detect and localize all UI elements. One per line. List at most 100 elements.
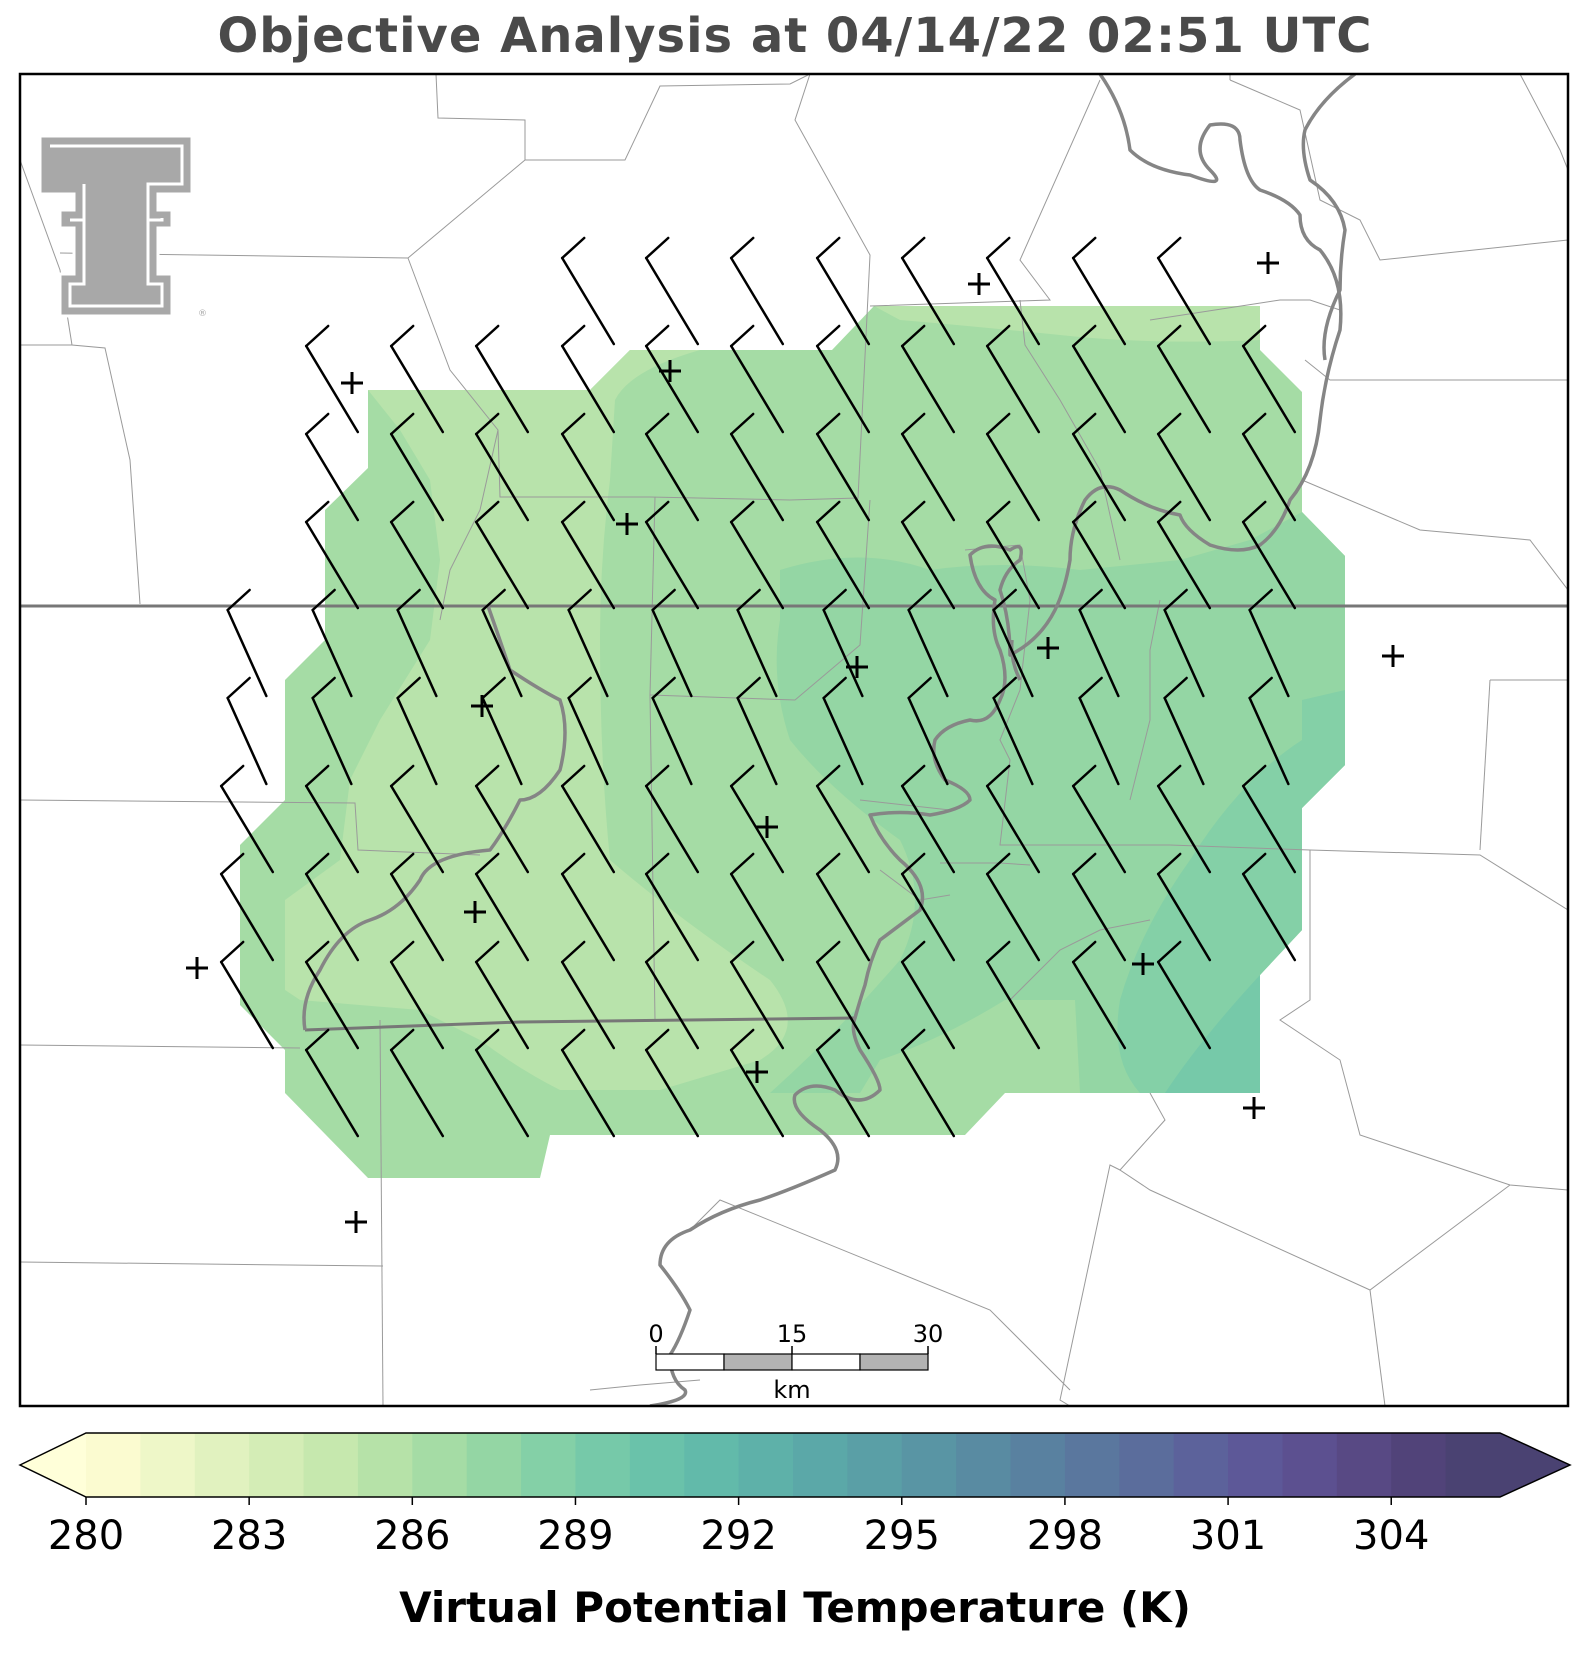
- county-line: [869, 79, 1101, 307]
- wind-barb-feather: [1078, 676, 1103, 700]
- wind-barb-shaft: [311, 608, 353, 698]
- wind-barb-feather: [985, 852, 1011, 876]
- wind-barb-shaft: [1241, 344, 1297, 434]
- wind-barb-shaft: [644, 872, 700, 962]
- colorbar-segment: [629, 1433, 685, 1497]
- wind-barb-shaft: [736, 696, 778, 786]
- wind-barb-shaft: [822, 608, 864, 698]
- wind-barb-feather: [481, 676, 506, 700]
- wind-barb-feather: [1071, 940, 1097, 964]
- wind-barb-feather: [985, 940, 1011, 964]
- wind-barb-shaft: [396, 608, 438, 698]
- scale-bar: 0 15 30 km: [648, 1320, 943, 1404]
- county-line: [20, 799, 481, 856]
- wind-barb-feather: [1248, 588, 1273, 612]
- colorbar-segment: [1336, 1433, 1392, 1497]
- county-line: [1479, 679, 1491, 851]
- wind-barb-feather: [815, 852, 841, 876]
- station-marker: [1037, 637, 1059, 659]
- wind-barb-shaft: [1071, 520, 1127, 610]
- station-marker: [746, 1061, 768, 1083]
- wind-barb-shaft: [985, 960, 1041, 1050]
- wind-barb-shaft: [304, 784, 360, 874]
- wind-barb-feather: [389, 324, 415, 348]
- wind-barb-shaft: [560, 520, 616, 610]
- wind-barb-shaft: [560, 432, 616, 522]
- station-marker: [1132, 953, 1154, 975]
- wind-barb-shaft: [389, 344, 445, 434]
- wind-barb-shaft: [729, 344, 785, 434]
- wind-barb-shaft: [474, 1048, 530, 1138]
- logo-double-t: [38, 134, 194, 318]
- wind-barb-shaft: [481, 608, 523, 698]
- colorbar-label: Virtual Potential Temperature (K): [399, 1583, 1191, 1632]
- colorbar-tick-label: 289: [537, 1513, 613, 1559]
- wind-barb-shaft: [1156, 872, 1212, 962]
- wind-barb-shaft: [644, 784, 700, 874]
- wind-barb-shaft: [644, 256, 700, 346]
- wind-barb-feather: [644, 324, 670, 348]
- wind-barb-feather: [474, 324, 500, 348]
- wind-barb-feather: [560, 500, 586, 524]
- wind-barb-shaft: [1156, 344, 1212, 434]
- wind-barb-shaft: [304, 344, 360, 434]
- wind-barb-shaft: [900, 344, 956, 434]
- scale-segment: [791, 1353, 861, 1371]
- wind-barb-shaft: [304, 432, 360, 522]
- station-marker: [616, 513, 638, 535]
- wind-barb-feather: [644, 852, 670, 876]
- wind-barb-shaft: [651, 696, 693, 786]
- wind-barb-shaft: [900, 432, 956, 522]
- wind-barb-shaft: [985, 432, 1041, 522]
- wind-barb-shaft: [396, 696, 438, 786]
- wind-barb-shaft: [644, 344, 700, 434]
- wind-barb-feather: [304, 1028, 330, 1052]
- wind-barb-feather: [389, 500, 415, 524]
- wind-barb-shaft: [651, 608, 693, 698]
- wind-barb-shaft: [729, 256, 785, 346]
- wind-barb-shaft: [815, 256, 871, 346]
- wind-barb-shaft: [900, 872, 956, 962]
- wind-barb-feather: [1156, 852, 1182, 876]
- wind-barb-shaft: [1163, 696, 1205, 786]
- station-marker: [186, 957, 208, 979]
- wind-barb-feather: [396, 676, 421, 700]
- colorbar-tick-label: 286: [374, 1513, 450, 1559]
- wind-barb-feather: [1071, 852, 1097, 876]
- colorbar-segment: [1010, 1433, 1066, 1497]
- wind-barb-shaft: [815, 1048, 871, 1138]
- map-frame: [18, 72, 1570, 1408]
- wind-barb-shaft: [389, 872, 445, 962]
- colorbar-segment: [249, 1433, 305, 1497]
- wind-barb-shaft: [729, 960, 785, 1050]
- wind-barb-feather: [985, 236, 1011, 260]
- wind-barb-feather: [815, 324, 841, 348]
- wind-barb-shaft: [900, 784, 956, 874]
- temperature-field: [240, 306, 1345, 1178]
- wind-barb-feather: [474, 852, 500, 876]
- county-lines: [20, 74, 1568, 1406]
- wind-barb-feather: [481, 588, 506, 612]
- wind-barb-feather: [1163, 588, 1188, 612]
- wind-barb-shaft: [567, 696, 609, 786]
- wind-barb-feather: [992, 588, 1017, 612]
- station-marker: [659, 360, 681, 382]
- wind-barb-shaft: [560, 960, 616, 1050]
- wind-barb-feather: [1156, 940, 1182, 964]
- colorbar-segment: [1173, 1433, 1229, 1497]
- county-line: [1304, 359, 1568, 381]
- wind-barb-feather: [907, 588, 932, 612]
- colorbar-tick-label: 298: [1027, 1513, 1103, 1559]
- wind-barb-feather: [815, 940, 841, 964]
- colorbar-tick-label: 301: [1190, 1513, 1266, 1559]
- river-loop: [1009, 639, 1022, 681]
- colorbar-tick-label: 304: [1353, 1513, 1429, 1559]
- wind-barb-feather: [1156, 324, 1182, 348]
- wind-barb-shaft: [219, 784, 275, 874]
- wind-barb-feather: [1156, 412, 1182, 436]
- wind-barb-shaft: [560, 256, 616, 346]
- wind-barb-feather: [1071, 236, 1097, 260]
- wind-barb-shaft: [644, 960, 700, 1050]
- wind-barb-feather: [822, 588, 847, 612]
- wind-barb-feather: [389, 1028, 415, 1052]
